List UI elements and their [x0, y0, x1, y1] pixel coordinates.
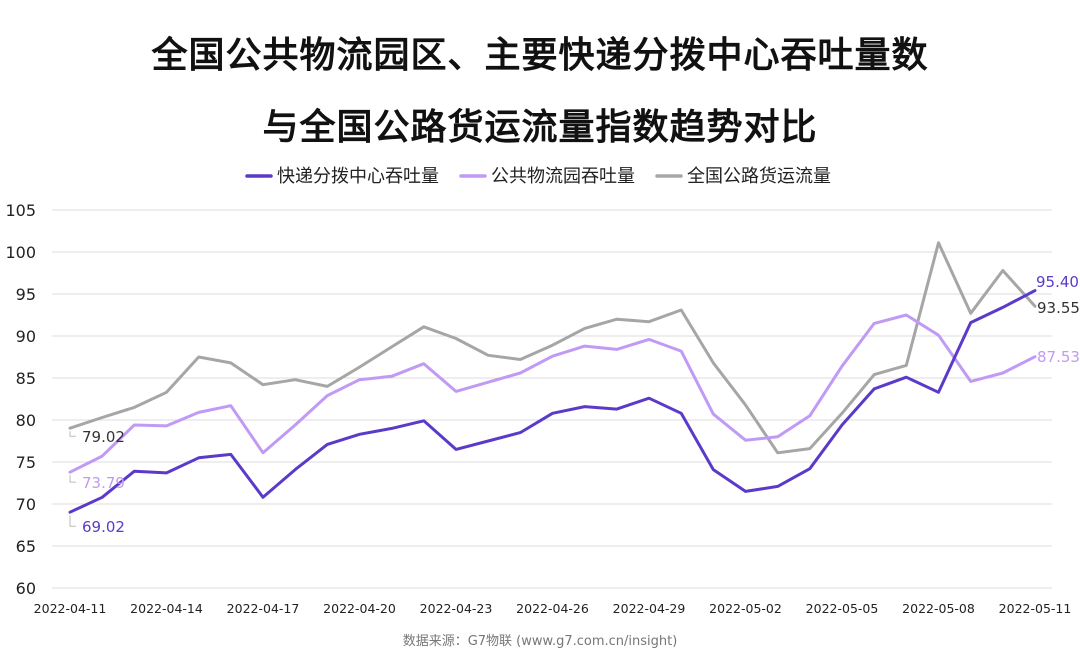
y-tick-label: 105	[5, 201, 36, 220]
legend-label: 快递分拨中心吞吐量	[277, 166, 439, 187]
x-tick-label: 2022-05-02	[709, 601, 782, 616]
x-tick-label: 2022-04-17	[227, 601, 300, 616]
y-tick-label: 90	[16, 327, 36, 346]
legend-label: 全国公路货运流量	[687, 166, 831, 187]
series-line	[68, 241, 1037, 455]
x-tick-label: 2022-04-23	[420, 601, 493, 616]
x-tick-label: 2022-04-11	[34, 601, 107, 616]
y-tick-label: 75	[16, 453, 36, 472]
chart-title-line1: 全国公共物流园区、主要快递分拨中心吞吐量数	[151, 35, 929, 76]
end-value-label: 87.53	[1037, 348, 1080, 366]
start-value-label: 69.02	[82, 518, 125, 536]
chart-title-line2: 与全国公路货运流量指数趋势对比	[262, 107, 818, 148]
end-value-label: 93.55	[1037, 299, 1080, 317]
y-tick-label: 85	[16, 369, 36, 388]
x-tick-label: 2022-04-20	[323, 601, 396, 616]
start-label-leader	[69, 431, 76, 437]
series-line	[68, 289, 1037, 514]
y-tick-label: 60	[16, 579, 36, 598]
start-value-label: 79.02	[82, 428, 125, 446]
data-source-note: 数据来源：G7物联 (www.g7.com.cn/insight)	[402, 634, 678, 649]
x-tick-label: 2022-05-11	[999, 601, 1072, 616]
legend-label: 公共物流园吞吐量	[491, 166, 635, 187]
x-tick-label: 2022-04-14	[130, 601, 203, 616]
y-tick-label: 95	[16, 285, 36, 304]
x-tick-label: 2022-04-29	[613, 601, 686, 616]
y-tick-label: 80	[16, 411, 36, 430]
x-tick-label: 2022-04-26	[516, 601, 589, 616]
y-tick-label: 65	[16, 537, 36, 556]
start-value-label: 73.79	[82, 474, 125, 492]
series-line	[68, 313, 1037, 474]
start-label-leader	[69, 475, 76, 483]
x-tick-label: 2022-05-05	[806, 601, 879, 616]
x-tick-label: 2022-05-08	[902, 601, 975, 616]
end-value-label: 95.40	[1036, 273, 1079, 291]
y-tick-label: 100	[5, 243, 36, 262]
y-tick-label: 70	[16, 495, 36, 514]
start-label-leader	[69, 515, 76, 527]
